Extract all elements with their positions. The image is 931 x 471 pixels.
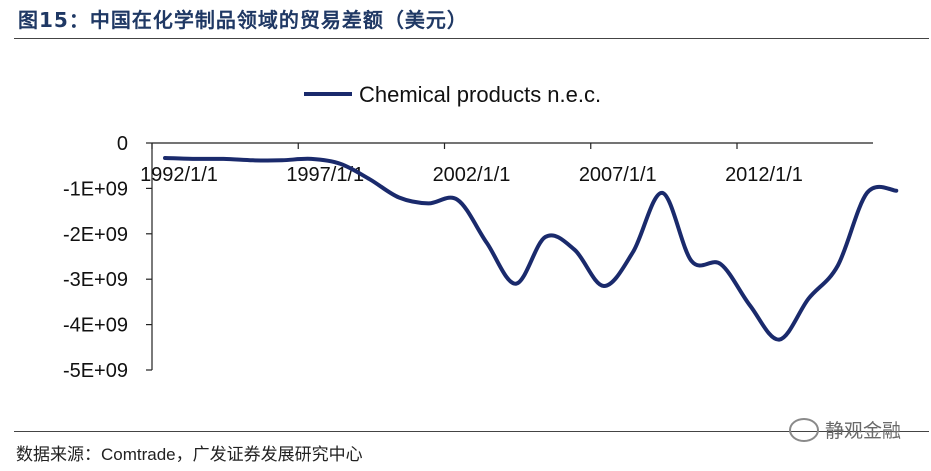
- source-org: ，广发证券发展研究中心: [175, 445, 363, 465]
- source-note: 数据来源：Comtrade，广发证券发展研究中心: [16, 440, 363, 465]
- legend: Chemical products n.e.c.: [304, 82, 601, 107]
- source-name: Comtrade: [101, 445, 176, 464]
- axes: [146, 142, 873, 371]
- y-tick-label: -2E+09: [63, 224, 128, 246]
- wechat-logo-icon: [788, 417, 819, 442]
- y-tick-label: -1E+09: [63, 178, 128, 200]
- footer-divider: [14, 431, 929, 432]
- y-tick-label: -5E+09: [63, 360, 128, 382]
- watermark: 静观金融: [788, 416, 901, 443]
- x-tick-labels: 1992/1/1 1997/1/1 2002/1/1 2007/1/1 2012/1/1: [140, 164, 803, 186]
- line-chart: Chemical products n.e.c. 1992/1/1 1997/1/…: [63, 82, 899, 382]
- y-tick-label: 0: [117, 133, 128, 155]
- x-tick-label: 2012/1/1: [725, 164, 803, 186]
- x-tick-label: 2007/1/1: [579, 164, 657, 186]
- title-divider: [14, 38, 929, 39]
- legend-label-series-1: Chemical products n.e.c.: [359, 82, 601, 107]
- series-line-chemical-products: [163, 155, 899, 342]
- figure-title: 图15：中国在化学制品领域的贸易差额（美元）: [18, 8, 468, 32]
- y-tick-labels: 0 -1E+09 -2E+09 -3E+09 -4E+09 -5E+09: [63, 133, 128, 382]
- y-tick-label: -4E+09: [63, 315, 128, 337]
- source-label: 数据来源：: [16, 445, 101, 465]
- watermark-text: 静观金融: [824, 420, 901, 442]
- y-tick-label: -3E+09: [63, 269, 128, 291]
- x-tick-label: 2002/1/1: [433, 164, 511, 186]
- x-tick-label: 1992/1/1: [140, 164, 218, 186]
- x-tick-label: 1997/1/1: [286, 164, 364, 186]
